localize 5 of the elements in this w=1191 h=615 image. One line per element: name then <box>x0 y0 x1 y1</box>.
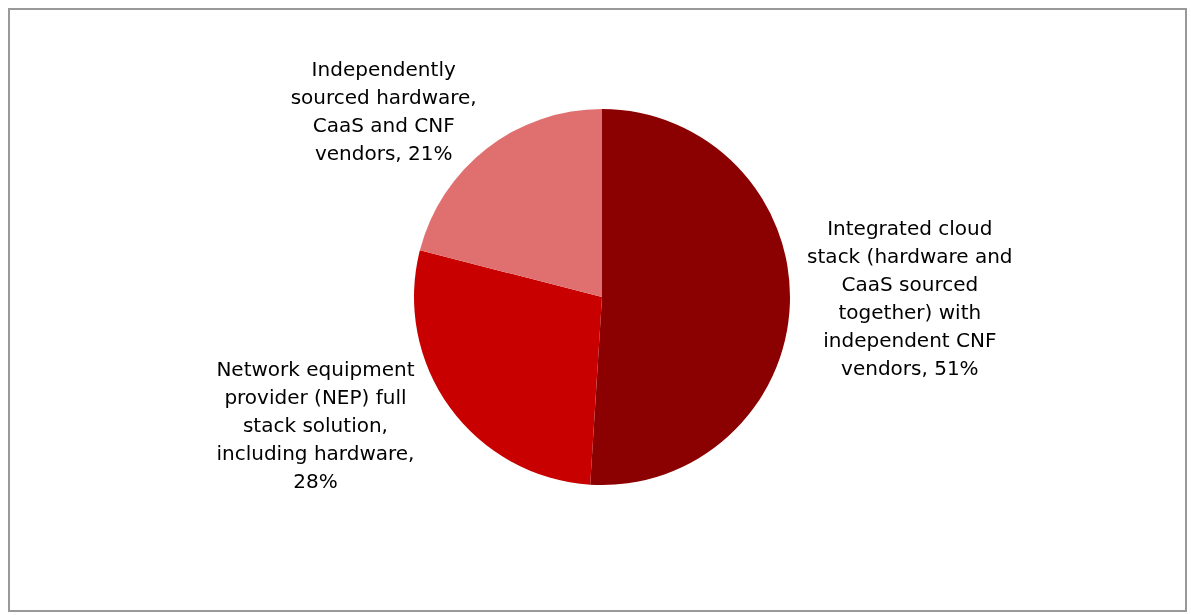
pie-slice <box>414 250 602 485</box>
category-label: Integrated cloud stack (hardware and CaaS sourced together) with independent CNF vendors, 51% <box>807 215 1013 380</box>
category-label: Network equipment provider (NEP) full stack solution, including hardware, 28% <box>216 356 415 493</box>
slice-label: Independently sourced hardware, CaaS and CNF vendors, 21% <box>290 56 477 165</box>
pie-slice <box>590 109 790 485</box>
